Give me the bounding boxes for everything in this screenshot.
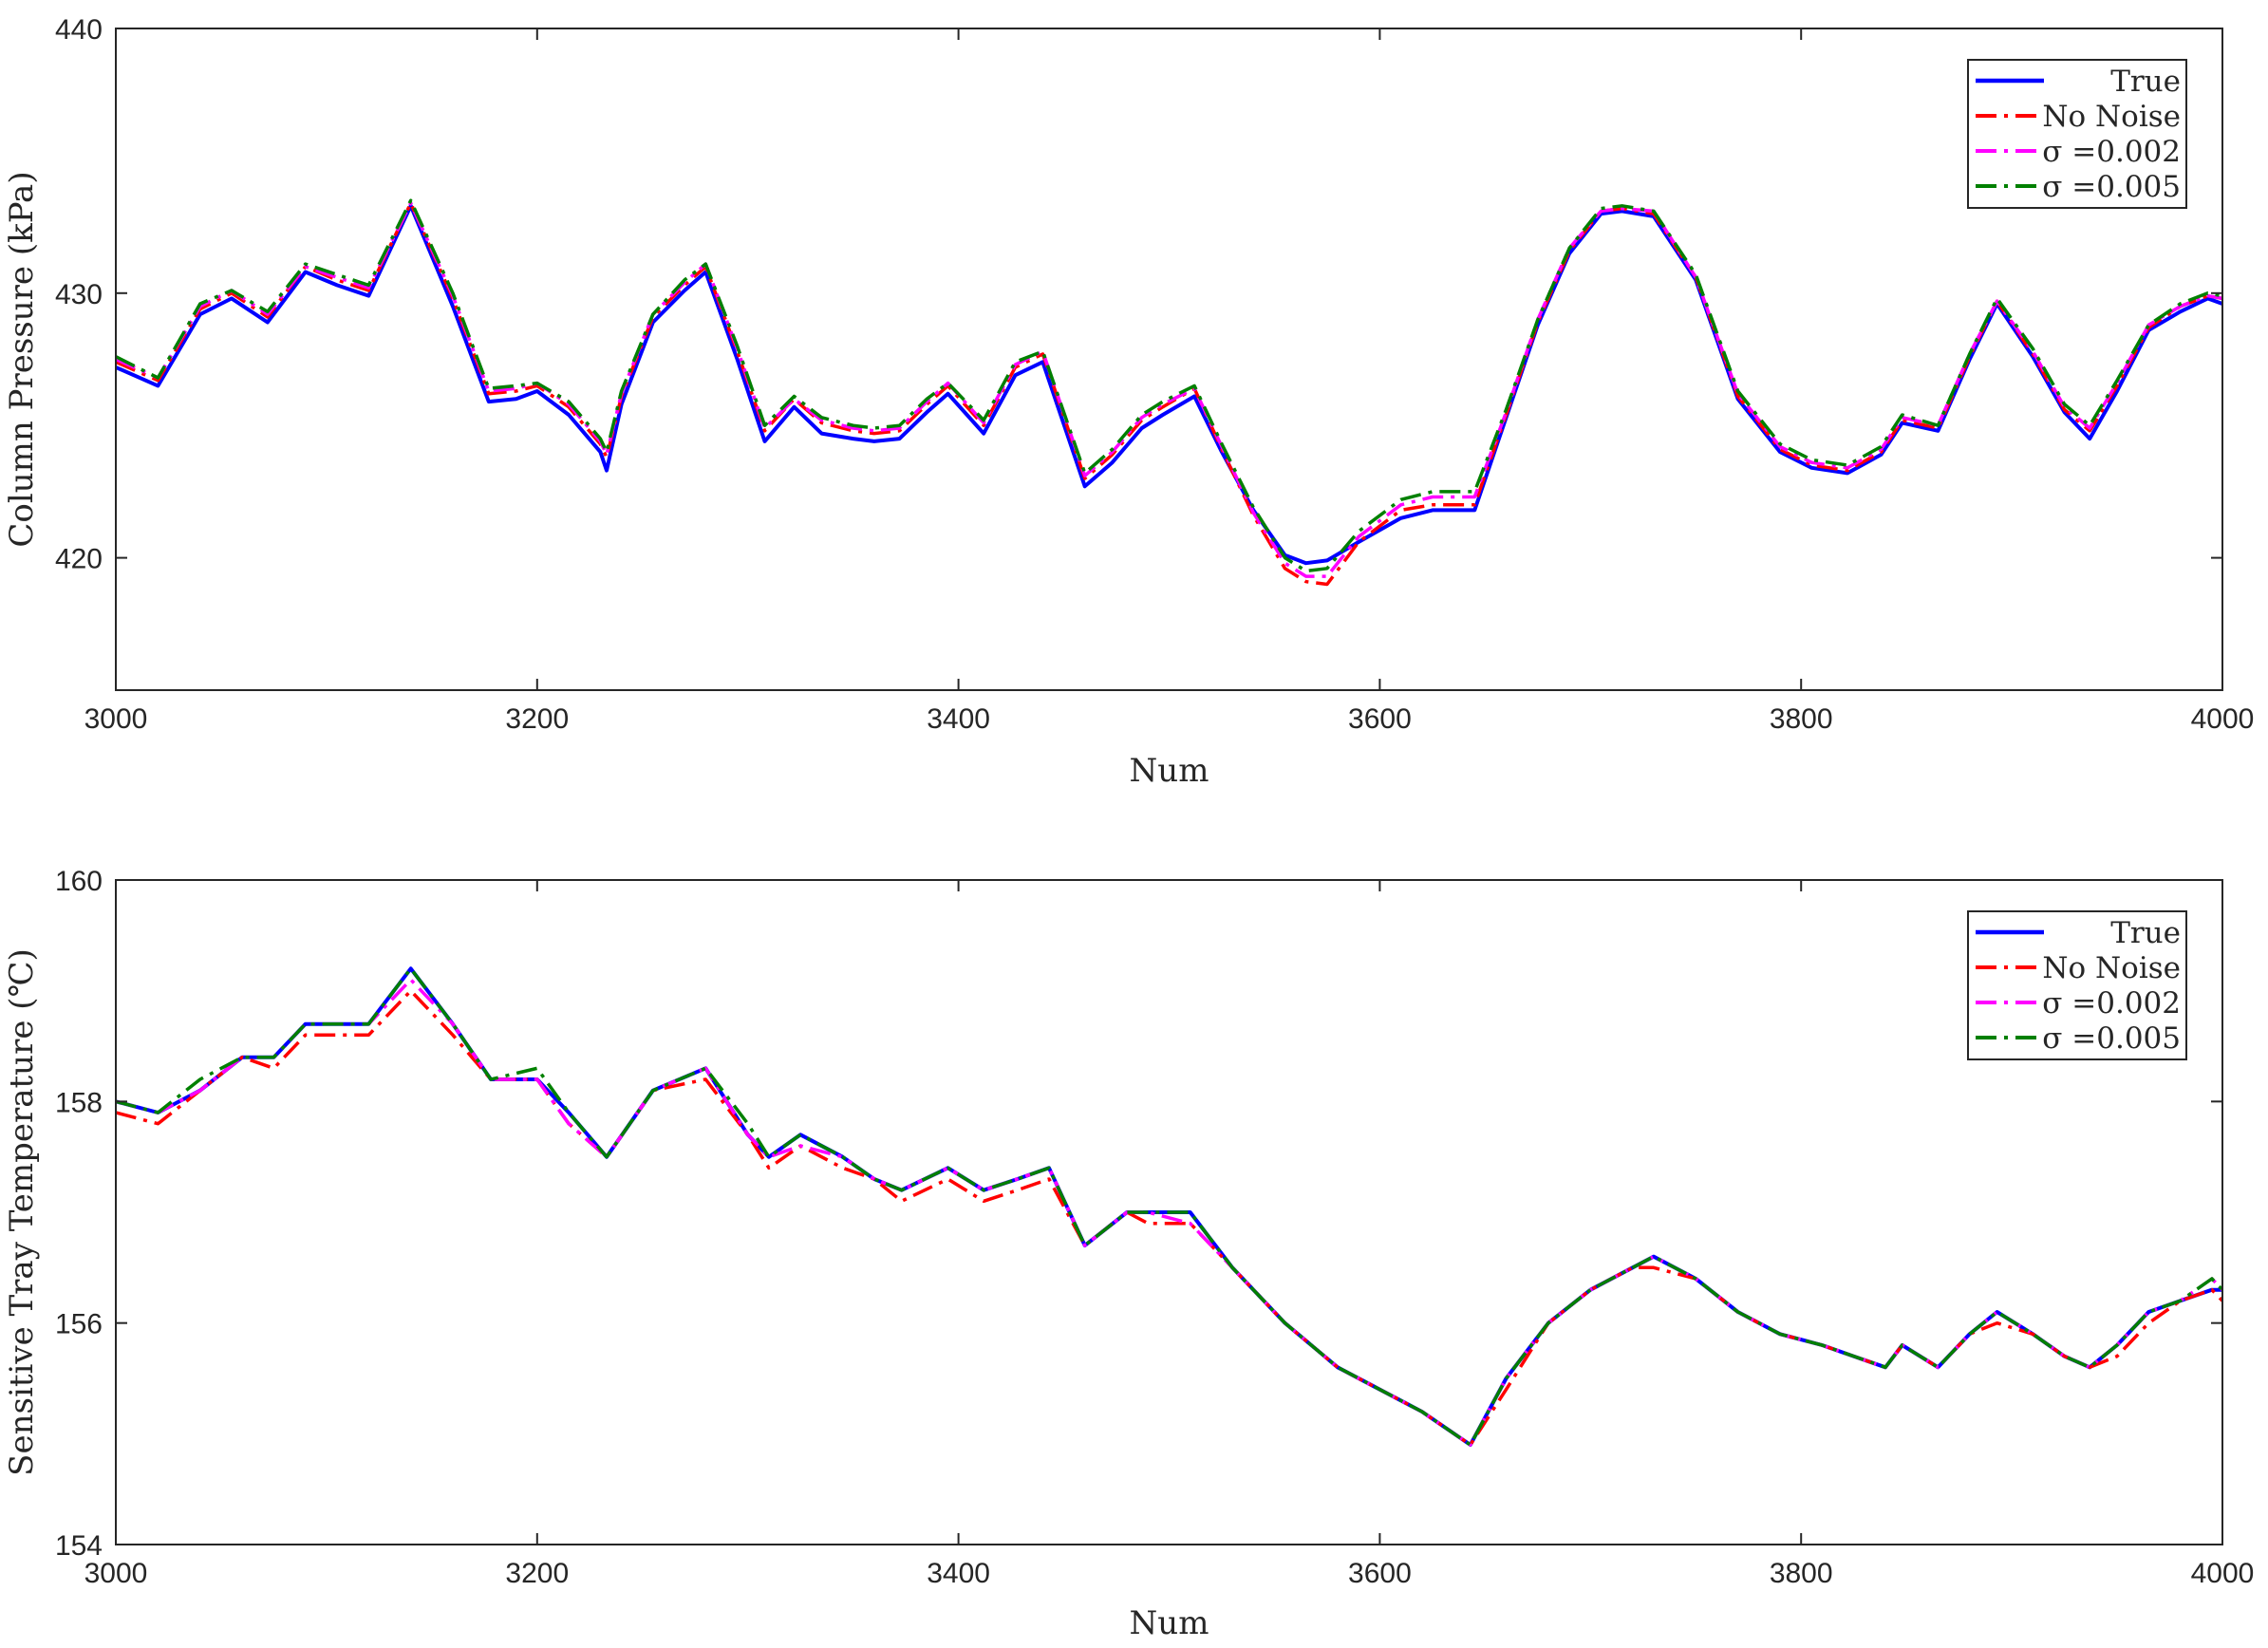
y-tick-label: 430	[55, 279, 103, 310]
chart-2: 3000 3200 3400 3600 3800 4000 154 156 158 160 Num S…	[3, 866, 2254, 1642]
x-axis-title: Num	[1130, 752, 1209, 790]
chart-1: 3000 3200 3400 3600 3800 4000 420 430 440 Num Colu…	[3, 14, 2254, 790]
series-group	[116, 966, 2222, 1447]
x-tick-label: 3600	[1348, 703, 1412, 735]
legend-label-3: σ =0.002	[2042, 986, 2181, 1021]
y-tick-label: 160	[55, 866, 103, 897]
y-tick-label: 156	[55, 1309, 103, 1340]
legend-label-1: True	[2110, 65, 2181, 99]
x-tick-label: 3600	[1348, 1558, 1412, 1589]
x-tick-label: 4000	[2191, 703, 2255, 735]
axes-box	[115, 28, 2223, 691]
series-group	[116, 198, 2222, 587]
x-tick-label: 3000	[84, 1558, 148, 1589]
y-tick-label: 440	[55, 14, 103, 46]
y-tick-label: 420	[55, 544, 103, 575]
x-tick-label: 3800	[1770, 703, 1833, 735]
axes-box	[115, 879, 2223, 1545]
series-line-4	[116, 966, 2222, 1447]
series-line-1	[116, 203, 2222, 566]
x-tick-label: 3400	[927, 1558, 990, 1589]
legend-label-4: σ =0.005	[2042, 170, 2181, 204]
y-tick-label: 158	[55, 1087, 103, 1118]
legend-label-3: σ =0.002	[2042, 135, 2181, 169]
y-tick-label: 154	[55, 1530, 103, 1562]
x-tick-label: 3200	[505, 703, 569, 735]
series-line-1	[116, 966, 2222, 1447]
x-tick-label: 4000	[2191, 1558, 2255, 1589]
legend-label-2: No Noise	[2042, 100, 2181, 134]
x-tick-label: 3200	[505, 1558, 569, 1589]
x-tick-label: 3400	[927, 703, 990, 735]
x-tick-label: 3800	[1770, 1558, 1833, 1589]
x-tick-label: 3000	[84, 703, 148, 735]
series-line-2	[116, 988, 2222, 1447]
legend-label-4: σ =0.005	[2042, 1021, 2181, 1056]
x-axis-title: Num	[1130, 1604, 1209, 1642]
legend-box	[1967, 910, 2187, 1060]
legend-label-2: No Noise	[2042, 951, 2181, 985]
legend-label-1: True	[2110, 916, 2181, 950]
series-line-4	[116, 198, 2222, 573]
legend-box	[1967, 59, 2187, 209]
y-axis-title: Column Pressure (kPa)	[3, 171, 41, 547]
y-axis-title: Sensitive Tray Temperature (℃)	[3, 948, 41, 1476]
